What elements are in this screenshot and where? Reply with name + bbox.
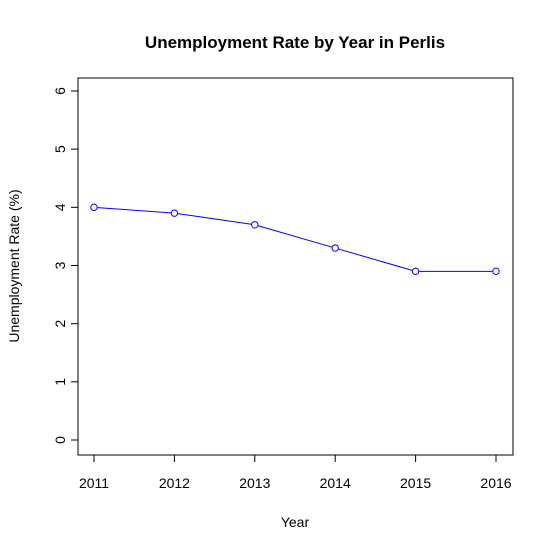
y-tick-label: 5 [52, 145, 68, 153]
data-point [170, 209, 179, 217]
x-axis: 2011 2012 2013 2014 2015 2016 [79, 454, 512, 491]
x-tick-label: 2013 [239, 475, 270, 491]
y-tick-label: 1 [52, 378, 68, 386]
chart-title: Unemployment Rate by Year in Perlis [145, 33, 445, 52]
y-axis-label: Unemployment Rate (%) [6, 189, 22, 342]
y-axis: 0 1 2 3 4 5 6 [52, 87, 79, 444]
y-tick-label: 2 [52, 320, 68, 328]
data-point [251, 221, 259, 229]
x-tick-label: 2012 [159, 475, 190, 491]
data-point [411, 267, 420, 276]
data-point [492, 267, 500, 276]
x-tick-label: 2016 [480, 475, 511, 491]
x-tick-label: 2015 [400, 475, 431, 491]
x-tick-label: 2014 [320, 475, 351, 491]
y-tick-label: 3 [52, 261, 68, 269]
y-tick-label: 0 [52, 436, 68, 444]
x-tick-label: 2011 [79, 475, 109, 491]
x-axis-label: Year [281, 514, 310, 530]
data-point [331, 244, 339, 252]
y-tick-label: 4 [52, 203, 68, 211]
data-point [90, 203, 98, 212]
y-tick-label: 6 [52, 87, 68, 95]
series-layer [90, 203, 500, 276]
series-line [93, 206, 496, 272]
plot-frame [77, 77, 514, 456]
